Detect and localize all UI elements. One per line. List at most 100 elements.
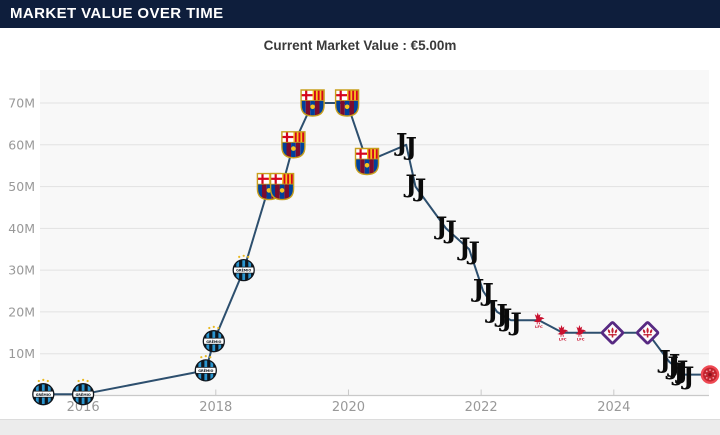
footer-strip: [0, 419, 720, 435]
barca-ball: [291, 146, 296, 151]
juventus-j-glyph: J: [675, 355, 688, 384]
juventus-j-glyph: J: [671, 358, 684, 387]
gremio-crest-body: GRÊMIO: [233, 259, 255, 281]
marker-barcelona[interactable]: [334, 89, 360, 117]
juventus-j-glyph: J: [467, 236, 480, 265]
barca-cross-h: [281, 135, 294, 139]
fleur-petal: [642, 329, 646, 334]
juventus-j-glyph: J: [394, 128, 407, 157]
marker-gremio[interactable]: GRÊMIO: [32, 378, 55, 406]
juventus-j-glyph: J: [508, 307, 521, 336]
gremio-star-icon: [42, 378, 45, 381]
barca-cross-h: [270, 177, 283, 180]
marker-red-crest[interactable]: [700, 365, 720, 384]
barca-blaugrana-stripe: [289, 184, 294, 200]
barca-blaugrana-stripe: [305, 100, 311, 116]
juventus-j-glyph: J: [457, 232, 470, 261]
barca-red-stripe: [368, 148, 371, 159]
marker-juventus[interactable]: JJ: [434, 211, 457, 244]
marker-juventus[interactable]: JJ: [671, 358, 694, 391]
barca-blaugrana-stripe: [262, 184, 267, 200]
gremio-ring: [32, 383, 55, 406]
barca-blaugrana-stripe: [284, 184, 289, 200]
barca-red-stripe: [355, 90, 358, 101]
gremio-band: [233, 266, 255, 274]
gremio-star-icon: [82, 378, 85, 381]
fiorentina-fleur-icon: [607, 327, 618, 338]
marker-liverpool[interactable]: LFC: [533, 312, 545, 330]
red-crest-dot: [705, 370, 708, 373]
panel-title: MARKET VALUE OVER TIME: [10, 5, 224, 22]
gremio-caption: GRÊMIO: [75, 392, 90, 397]
barca-red-stripe: [372, 148, 374, 159]
fiorentina-fleur-icon: [642, 327, 653, 338]
gremio-star-icon: [77, 379, 80, 383]
barca-blaugrana-stripe: [295, 142, 301, 158]
marker-juventus[interactable]: JJ: [394, 128, 417, 161]
marker-gremio[interactable]: GRÊMIO: [194, 355, 217, 382]
barca-cross-h: [335, 94, 348, 97]
barcelona-crest-body: [335, 90, 359, 116]
marker-liverpool[interactable]: LFC: [557, 325, 569, 342]
gremio-band: [32, 390, 54, 398]
marker-juventus[interactable]: JJ: [471, 274, 494, 307]
x-axis-tick-label: 2016: [67, 400, 100, 415]
marker-barcelona[interactable]: [300, 89, 325, 117]
marker-fiorentina[interactable]: [600, 321, 625, 345]
gremio-star-icon: [46, 379, 49, 383]
gremio-star-icon: [86, 379, 89, 383]
marker-gremio[interactable]: GRÊMIO: [202, 325, 225, 353]
gremio-band: [72, 390, 94, 398]
barca-blaugrana-stripe: [360, 159, 365, 175]
gremio-crest-body: GRÊMIO: [195, 359, 217, 381]
barca-blaugrana-stripe: [340, 100, 345, 116]
marker-barcelona[interactable]: [281, 131, 306, 159]
marker-juventus[interactable]: JJ: [457, 232, 480, 265]
red-crest-dot: [709, 369, 711, 371]
gremio-star-icon: [209, 356, 212, 359]
gremio-star-icon: [247, 255, 250, 258]
barca-red-stripe: [294, 131, 297, 143]
liverpool-caption: LFC: [559, 337, 567, 342]
marker-gremio[interactable]: GRÊMIO: [71, 378, 95, 406]
marker-juventus[interactable]: JJ: [499, 303, 522, 336]
liverpool-bird-icon: [533, 312, 545, 323]
fleur-stem: [646, 334, 649, 338]
barcelona-crest-body: [270, 173, 294, 200]
marker-gremio[interactable]: GRÊMIO: [232, 254, 255, 282]
barca-ball: [279, 188, 285, 193]
marker-liverpool[interactable]: LFC: [575, 325, 587, 342]
marker-barcelona[interactable]: [354, 147, 380, 176]
y-axis-tick-label: 70M: [8, 96, 35, 111]
barcelona-crest-body: [281, 131, 305, 158]
red-crest-dot: [704, 373, 707, 376]
marker-fiorentina[interactable]: [635, 321, 660, 345]
liverpool-bird-icon: [557, 325, 569, 335]
barca-blaugrana-stripe: [373, 159, 379, 175]
marker-juventus[interactable]: JJ: [485, 295, 508, 328]
red-crest-dot: [705, 376, 708, 379]
x-axis-tick-label: 2020: [332, 400, 365, 415]
juventus-j-glyph: J: [665, 351, 678, 380]
barca-outline: [281, 131, 306, 159]
juventus-j-glyph: J: [443, 215, 456, 244]
fleur-petal: [611, 327, 614, 334]
juventus-j-glyph: J: [494, 299, 507, 328]
fleur-stem: [611, 334, 614, 338]
barca-red-stripe: [283, 173, 286, 185]
gremio-ring: [194, 359, 217, 382]
barca-outline: [354, 147, 380, 176]
juventus-j-glyph: J: [471, 274, 484, 303]
gremio-caption: GRÊMIO: [206, 339, 221, 344]
marker-juventus[interactable]: JJ: [665, 351, 688, 384]
current-market-value-title: Current Market Value : €5.00m: [263, 38, 457, 53]
juventus-j-glyph: J: [434, 211, 447, 240]
barca-red-stripe: [352, 90, 355, 101]
barca-red-stripe: [314, 90, 316, 101]
marker-juventus[interactable]: JJ: [657, 345, 680, 378]
marker-barcelona[interactable]: [269, 172, 295, 201]
barca-red-stripe: [298, 131, 301, 143]
marker-juventus[interactable]: JJ: [403, 170, 426, 203]
red-crest-dot: [712, 370, 715, 373]
gremio-caption: GRÊMIO: [236, 268, 251, 273]
